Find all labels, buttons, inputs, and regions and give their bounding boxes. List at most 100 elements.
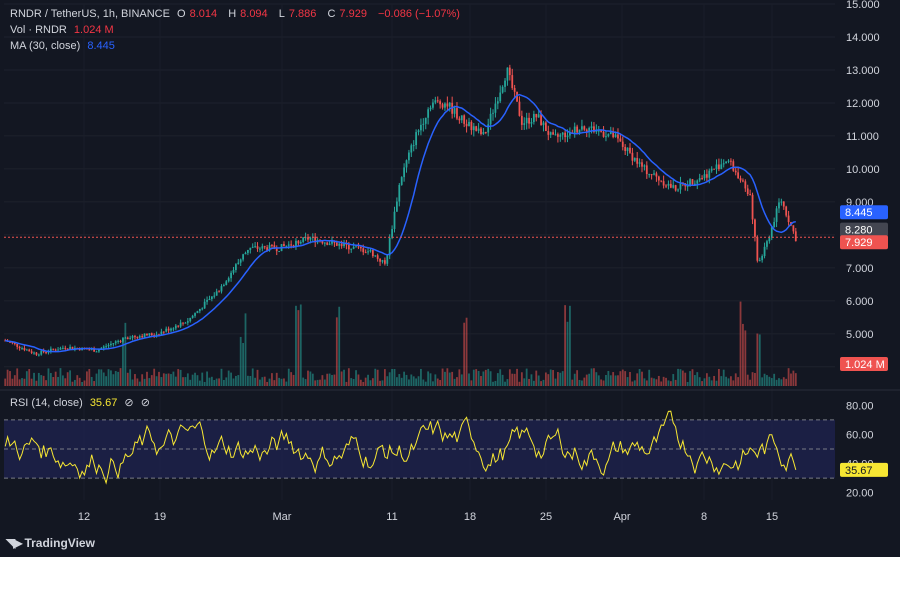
chart-root[interactable]: 4.0005.0006.0007.0008.0009.00010.00011.0…: [0, 0, 900, 557]
candle-body: [593, 126, 595, 132]
volume-bar: [189, 379, 192, 386]
candle-body: [518, 101, 521, 116]
volume-bar: [552, 370, 554, 386]
volume-bar: [338, 306, 341, 386]
candle-body: [136, 336, 139, 338]
candle-body: [160, 331, 163, 335]
candle-body: [126, 337, 129, 339]
candle-body: [525, 117, 528, 124]
candle-body: [220, 286, 223, 292]
volume-bar: [463, 322, 466, 386]
rsi-label[interactable]: RSI (14, close): [10, 397, 83, 409]
volume-label[interactable]: Vol · RNDR: [10, 24, 67, 36]
volume-bar: [355, 370, 357, 386]
volume-bar: [715, 380, 718, 386]
volume-bar: [42, 375, 45, 386]
volume-bar: [61, 375, 64, 386]
volume-bar: [249, 375, 252, 386]
volume-bar: [242, 342, 245, 386]
candle-body: [328, 243, 331, 245]
tradingview-logo[interactable]: ◥▶ TradingView: [6, 536, 95, 550]
candle-body: [470, 121, 473, 131]
volume-bar: [737, 377, 740, 386]
candle-body: [278, 251, 281, 253]
candle-body: [309, 238, 312, 240]
candle-body: [662, 181, 665, 186]
volume-bar: [292, 374, 295, 386]
candle-body: [350, 248, 353, 250]
candle-body: [439, 101, 442, 105]
candle-body: [417, 130, 420, 133]
candle-body: [340, 243, 343, 247]
settings-icon[interactable]: ⊘: [140, 397, 150, 409]
candle-body: [273, 245, 276, 249]
volume-bar: [395, 377, 398, 386]
candle-body: [744, 181, 747, 189]
rsi-legend: RSI (14, close) 35.67 ⊘ ⊘: [10, 396, 154, 409]
volume-bar: [93, 381, 96, 386]
candle-body: [321, 241, 324, 244]
candle-body: [9, 341, 11, 343]
volume-bar: [617, 375, 619, 386]
volume-bar: [13, 375, 16, 386]
candle-body: [588, 127, 591, 132]
eye-icon[interactable]: ⊘: [124, 397, 134, 409]
volume-bar: [763, 373, 766, 386]
candle-body: [297, 240, 300, 244]
candle-body: [441, 104, 444, 108]
volume-bar: [561, 371, 564, 386]
last-price-badge: [840, 235, 888, 250]
chart-canvas[interactable]: 4.0005.0006.0007.0008.0009.00010.00011.0…: [0, 0, 900, 557]
symbol-label[interactable]: RNDR / TetherUS, 1h, BINANCE: [10, 8, 170, 20]
volume-bar: [511, 373, 514, 386]
candle-body: [307, 237, 309, 240]
candle-body: [119, 340, 122, 342]
candle-body: [179, 322, 182, 327]
volume-bar: [775, 379, 778, 386]
candle-body: [98, 349, 100, 352]
volume-bar: [448, 372, 451, 386]
volume-bar: [629, 371, 631, 386]
volume-bar: [501, 374, 504, 386]
volume-bar: [535, 370, 538, 386]
candle-body: [597, 130, 600, 132]
volume-bar: [499, 369, 502, 386]
volume-bar: [674, 379, 677, 386]
candle-body: [792, 225, 795, 232]
volume-bar: [761, 377, 764, 386]
volume-bar: [484, 369, 487, 386]
ma-label[interactable]: MA (30, close): [10, 40, 81, 52]
last-price-badge-text: 7.929: [845, 237, 873, 249]
candle-body: [66, 348, 69, 350]
volume-bar: [686, 381, 689, 386]
time-tick-label: Mar: [273, 511, 292, 523]
volume-bar: [794, 373, 797, 386]
volume-bar: [778, 378, 780, 386]
ma-legend: MA (30, close) 8.445: [10, 40, 119, 52]
volume-bar: [297, 310, 300, 386]
candle-body: [177, 325, 180, 327]
volume-bar: [588, 373, 591, 386]
candle-body: [648, 174, 651, 176]
volume-bar: [739, 301, 742, 386]
candle-body: [633, 158, 636, 161]
candle-body: [581, 126, 583, 130]
candle-body: [326, 242, 329, 245]
candle-body: [626, 147, 629, 151]
rsi-tick-label: 60.00: [846, 429, 874, 441]
volume-bar: [513, 373, 516, 386]
candle-body: [770, 227, 773, 238]
candle-body: [131, 336, 134, 338]
candle-body: [158, 334, 160, 336]
volume-bar: [319, 379, 321, 386]
candle-body: [453, 108, 456, 114]
candle-body: [208, 298, 211, 301]
candle-body: [33, 352, 35, 354]
volume-bar: [689, 371, 691, 386]
candle-body: [251, 246, 254, 248]
volume-bar: [432, 381, 434, 386]
candle-body: [477, 128, 480, 131]
time-tick-label: 11: [386, 511, 397, 523]
candle-body: [347, 244, 350, 250]
candle-body: [537, 114, 540, 118]
